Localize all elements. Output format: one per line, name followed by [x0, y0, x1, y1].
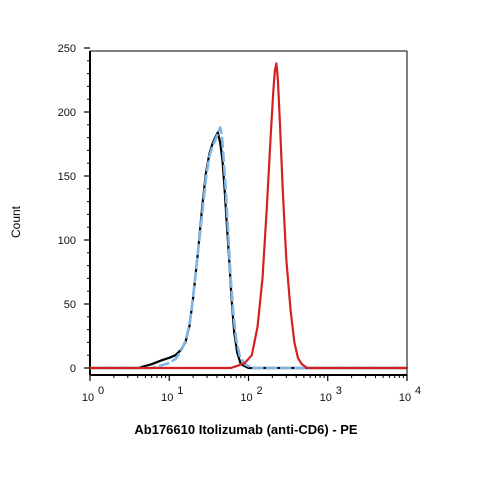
- series-line-3: [88, 62, 409, 370]
- y-tick-label: 100: [58, 235, 76, 247]
- x-tick-label: 10: [399, 392, 411, 404]
- y-tick-label: 250: [58, 43, 76, 55]
- y-axis-title: Count: [9, 205, 23, 238]
- series-line-2: [88, 126, 409, 370]
- x-axis-title: Ab176610 Itolizumab (anti-CD6) - PE: [134, 422, 358, 437]
- y-tick-label: 150: [58, 171, 76, 183]
- y-tick-label: 200: [58, 107, 76, 119]
- y-axis: 0 50 100 150 200 250: [58, 43, 90, 375]
- series-line-1: [88, 131, 409, 370]
- y-tick-label: 50: [64, 299, 76, 311]
- x-tick-label: 10: [240, 392, 252, 404]
- plot-frame: [89, 50, 408, 376]
- x-tick-exponent: 3: [336, 385, 342, 397]
- x-tick-exponent: 1: [177, 385, 183, 397]
- y-tick-label: 0: [70, 363, 76, 375]
- x-tick-label: 10: [320, 392, 332, 404]
- x-tick-exponent: 0: [98, 385, 104, 397]
- x-tick-exponent: 4: [415, 385, 421, 397]
- x-tick-exponent: 2: [257, 385, 263, 397]
- x-tick-label: 10: [82, 392, 94, 404]
- x-tick-label: 10: [161, 392, 173, 404]
- x-axis: 10 0 10 1 10 2 10 3 10 4: [82, 375, 421, 404]
- series-layer: [88, 62, 409, 370]
